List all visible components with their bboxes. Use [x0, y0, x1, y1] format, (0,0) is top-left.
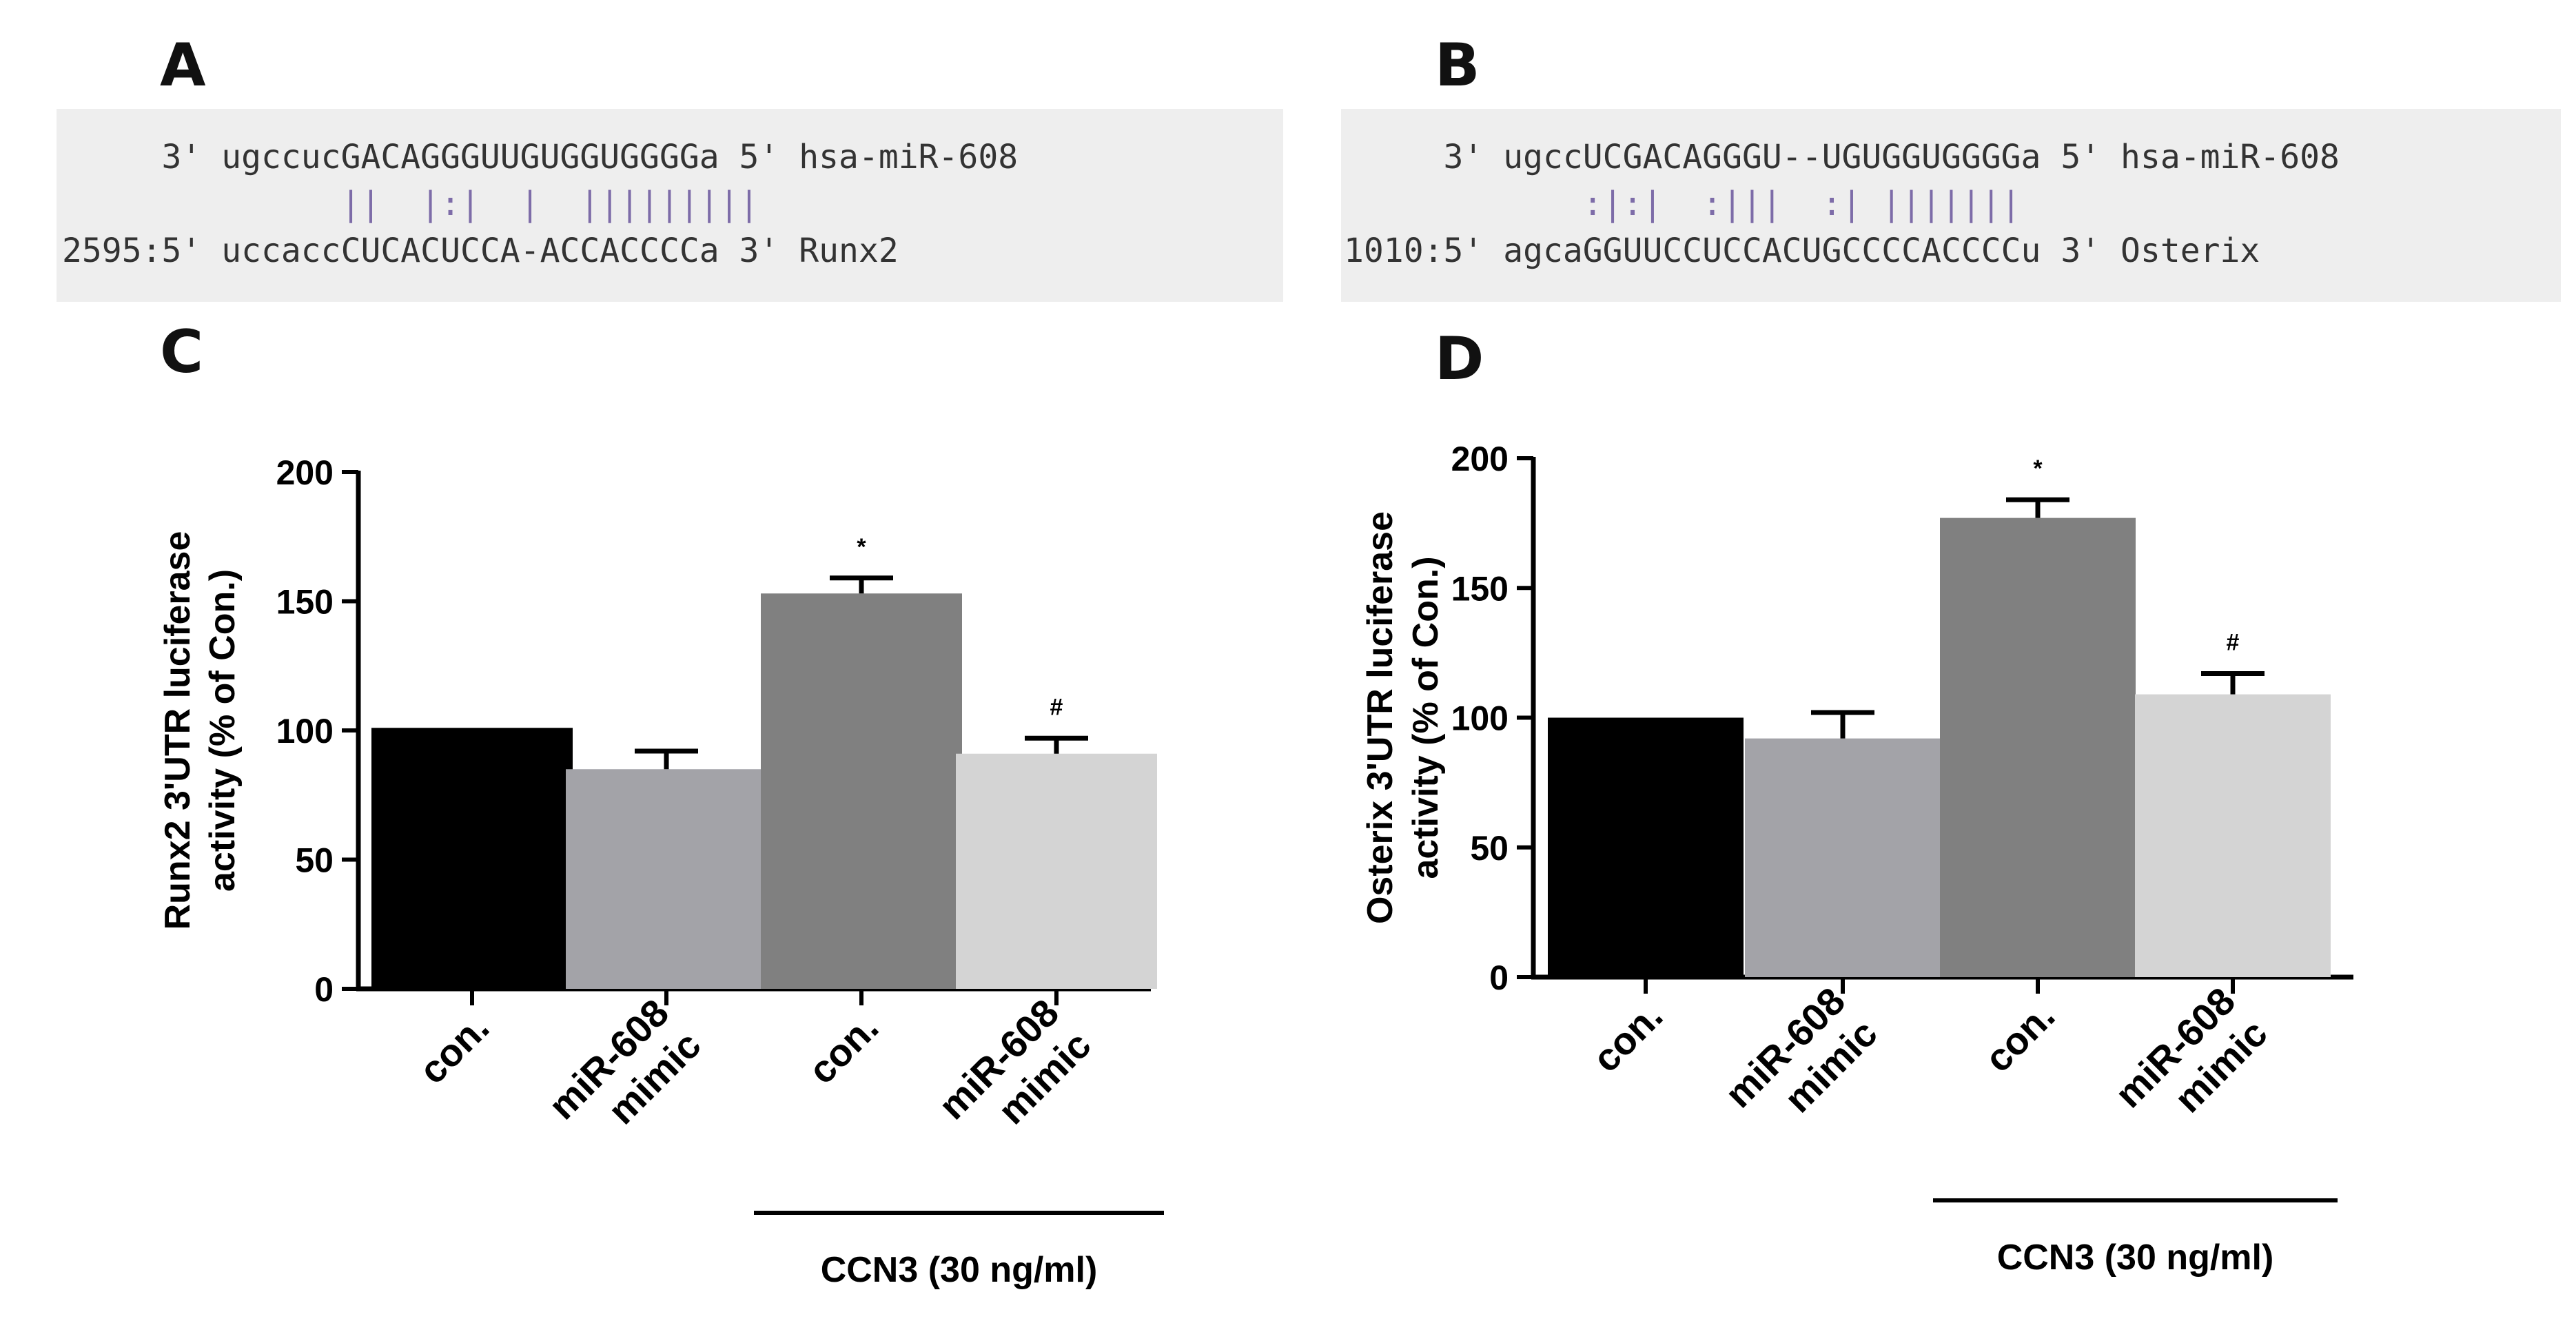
chart-d-y-tick-label: 100: [1451, 699, 1509, 738]
chart-c-y-tick-label: 50: [295, 841, 334, 880]
chart-d-bar: [2135, 694, 2331, 977]
panel-a-label: A: [160, 31, 206, 100]
chart-d-condition-label: CCN3 (30 ng/ml): [1997, 1238, 2274, 1278]
chart-c-significance-mark: *: [857, 534, 866, 560]
chart-d-bar: [1745, 738, 1941, 977]
chart-d-y-tick-label: 150: [1451, 569, 1509, 608]
panel-b-pairing-line: :|:| :||| :| |||||||: [1344, 185, 2021, 223]
panel-a-sequence-box: [57, 109, 1283, 302]
chart-d-category-label-line: con.: [1976, 994, 2063, 1080]
chart-d-category-label: miR-608mimic: [1717, 979, 1885, 1148]
chart-c-condition-label: CCN3 (30 ng/ml): [821, 1250, 1098, 1290]
chart-c-y-tick-label: 100: [276, 712, 334, 750]
chart-c-category-label: miR-608mimic: [540, 991, 709, 1160]
chart-d-bar: [1548, 717, 1744, 977]
chart-d-y-tick-label: 200: [1451, 440, 1509, 478]
chart-c-bar: [761, 593, 962, 989]
chart-d-significance-mark: #: [2227, 629, 2240, 655]
chart-d-category-label: con.: [1976, 994, 2063, 1080]
chart-c-category-label: con.: [411, 1005, 498, 1092]
chart-c-y-axis-label-line1: Runx2 3'UTR luciferase: [158, 531, 198, 930]
chart-d: 0 50 100 150 200 Osterix 3'UTR luciferase acti…: [1360, 440, 2353, 1278]
panel-b-sequence-box: [1341, 109, 2561, 302]
chart-c-y-tick-label: 150: [276, 583, 334, 622]
chart-d-y-axis-label-line1: Osterix 3'UTR luciferase: [1360, 511, 1400, 924]
chart-d-bar: [1940, 518, 2136, 977]
chart-c-y-tick-label: 200: [276, 453, 334, 492]
panel-d-label: D: [1435, 325, 1484, 393]
chart-c-category-label: con.: [800, 1005, 887, 1092]
panel-a-mirna-line: 3' ugccucGACAGGGUUGUGGUGGGGa 5' hsa-miR-…: [62, 138, 1018, 176]
chart-c-bar: [956, 753, 1157, 989]
panel-c-label: C: [160, 318, 203, 387]
chart-d-category-label: miR-608mimic: [2107, 979, 2276, 1148]
chart-d-significance-mark: *: [2033, 455, 2043, 482]
panel-a-target-line: 2595:5' uccaccCUCACUCCA-ACCACCCCa 3' Run…: [62, 232, 899, 270]
chart-c-category-label-line: con.: [411, 1005, 498, 1092]
chart-c-significance-mark: #: [1050, 694, 1063, 720]
chart-c-category-label-line: con.: [800, 1005, 887, 1092]
chart-c-bar: [566, 769, 767, 989]
chart-c-y-axis-label-line2: activity (% of Con.): [203, 569, 243, 892]
chart-c: 0 50 100 150 200 Runx2 3'UTR luciferase activi…: [158, 453, 1164, 1290]
chart-d-y-tick-label: 50: [1470, 829, 1509, 868]
chart-c-y-tick-label: 0: [314, 970, 334, 1009]
chart-d-category-label: con.: [1584, 994, 1671, 1080]
panel-a-pairing-line: || |:| | |||||||||: [62, 185, 759, 223]
chart-d-category-label-line: con.: [1584, 994, 1671, 1080]
chart-c-category-label: miR-608mimic: [930, 991, 1099, 1160]
chart-d-y-tick-label: 0: [1489, 959, 1509, 997]
panel-b-label: B: [1435, 31, 1480, 100]
panel-b-mirna-line: 3' ugccUCGACAGGGU--UGUGGUGGGGa 5' hsa-mi…: [1344, 138, 2340, 176]
chart-d-y-axis-label-line2: activity (% of Con.): [1406, 556, 1446, 879]
panel-b-target-line: 1010:5' agcaGGUUCCUCCACUGCCCCACCCCu 3' O…: [1344, 232, 2260, 270]
chart-c-bar: [371, 728, 573, 989]
